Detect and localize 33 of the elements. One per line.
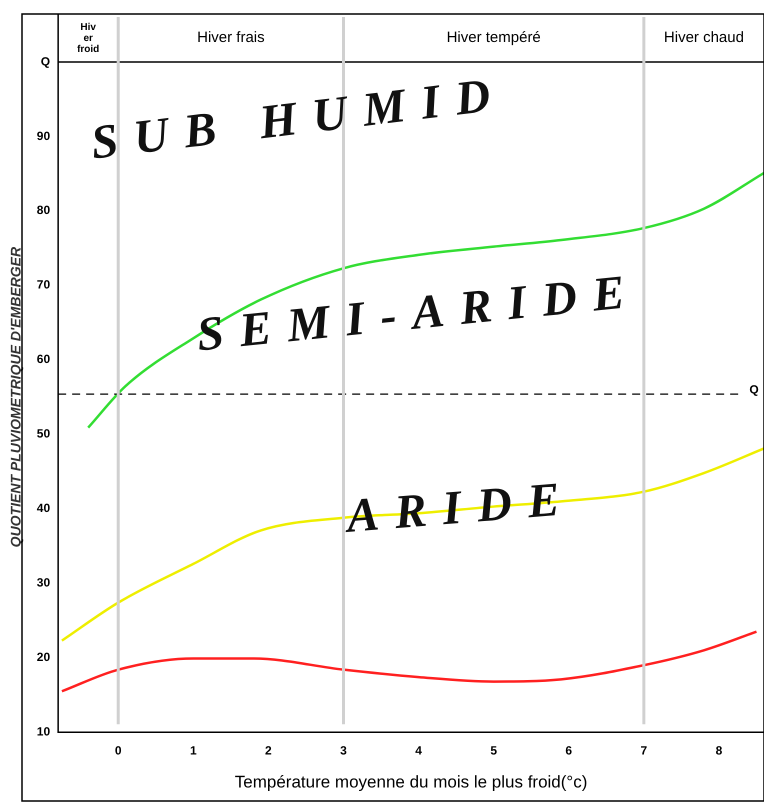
x-tick-label: 8 xyxy=(716,744,723,758)
y-tick-label: Q xyxy=(40,54,50,68)
x-tick-label: 5 xyxy=(490,744,498,758)
x-tick-label: 7 xyxy=(640,744,648,758)
line-series xyxy=(60,447,764,642)
y-tick-label: 80 xyxy=(36,203,50,218)
text: Hiver tempéré xyxy=(446,29,541,46)
text: ARIDE xyxy=(344,473,562,543)
y-axis-title: QUOTIENT PLUVIOMETRIQUE D'EMBERGER xyxy=(7,246,24,548)
y-tick-label: 90 xyxy=(36,128,50,143)
y-tick-label: 50 xyxy=(36,426,50,441)
line-series xyxy=(60,630,758,692)
line-series xyxy=(86,172,764,429)
x-tick-label: 1 xyxy=(190,744,197,758)
text: Hiver chaud xyxy=(664,29,744,46)
text: SEMI- xyxy=(194,288,399,362)
ref-line-label: Q xyxy=(749,382,759,396)
y-tick-label: 10 xyxy=(36,724,50,739)
x-tick-label: 0 xyxy=(114,744,122,758)
y-tick-label: 40 xyxy=(36,501,50,516)
annotation: SUB HUMID xyxy=(88,68,494,170)
x-tick-label: 4 xyxy=(415,744,422,758)
x-tick-label: 3 xyxy=(340,744,348,758)
x-tick-label: 6 xyxy=(565,744,572,758)
y-tick-label: 60 xyxy=(36,352,50,366)
annotation: ARIDE xyxy=(406,266,628,340)
y-tick-label: 20 xyxy=(36,650,50,664)
text: Hiver frais xyxy=(197,29,265,46)
y-tick-label: 70 xyxy=(36,278,50,292)
text: Hiv er froid xyxy=(77,22,100,55)
x-axis-title: Température moyenne du mois le plus froid(°c) xyxy=(234,772,588,792)
x-tick-label: 2 xyxy=(265,744,272,758)
y-tick-label: 30 xyxy=(36,576,50,590)
